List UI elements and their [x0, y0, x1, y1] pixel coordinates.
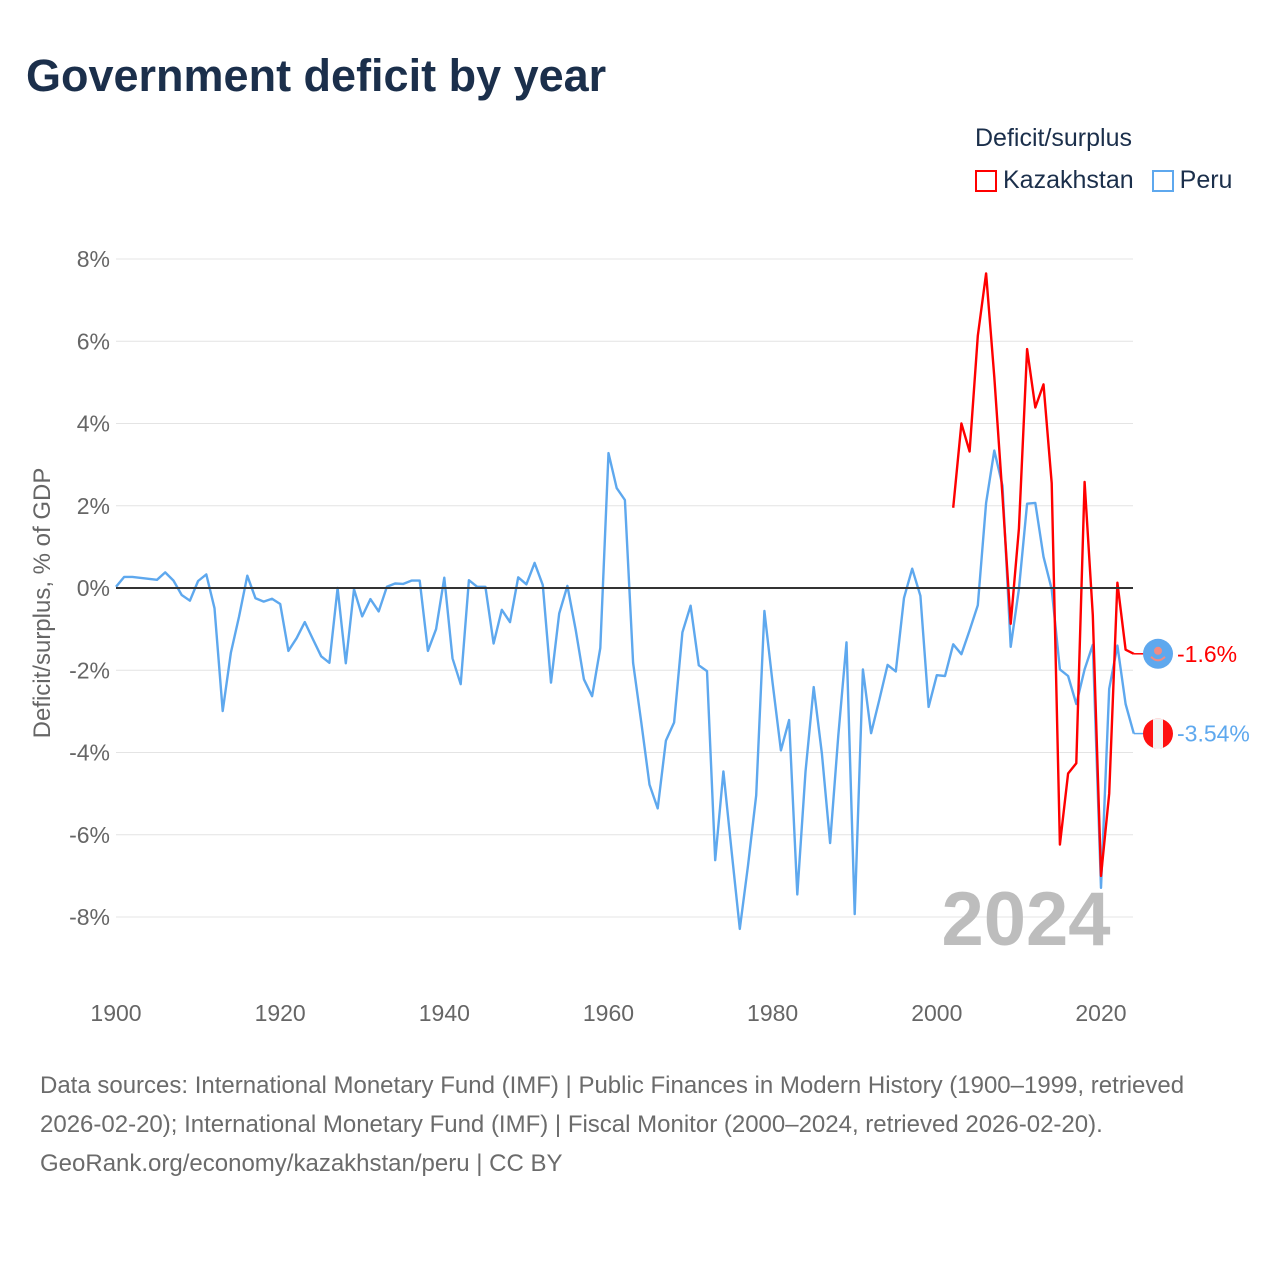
legend-swatch-peru: [1151, 169, 1174, 192]
y-axis-label: Deficit/surplus, % of GDP: [29, 468, 56, 739]
kazakhstan-flag-icon: [1143, 638, 1173, 669]
y-tick-label: 8%: [77, 246, 110, 272]
end-value-label: -3.54%: [1177, 721, 1250, 747]
series-line-peru[interactable]: [115, 449, 1135, 931]
legend: Kazakhstan Peru: [975, 166, 1232, 195]
y-tick-label: 0%: [77, 575, 110, 601]
y-tick-label: 4%: [77, 411, 110, 437]
x-tick-label: 1940: [419, 1000, 470, 1026]
y-tick-label: 6%: [77, 328, 110, 354]
chart-title: Government deficit by year: [26, 50, 607, 101]
y-tick-label: -2%: [69, 657, 110, 683]
legend-label-peru: Peru: [1179, 166, 1233, 194]
end-markers: -1.6% -3.54%: [1133, 638, 1250, 749]
x-tick-label: 1920: [255, 1000, 306, 1026]
chart-area: 8% 6% 4% 2% 0% -2% -4% -6% -8% 1900 1920 1940 1960 19…: [29, 246, 1250, 1026]
x-tick-label: 1980: [747, 1000, 798, 1026]
legend-item-kazakhstan[interactable]: Kazakhstan: [975, 166, 1134, 195]
x-tick-label: 2000: [911, 1000, 962, 1026]
legend-swatch-kazakhstan: [975, 169, 997, 192]
credit-link[interactable]: GeoRank.org/economy/kazakhstan/peru | CC…: [40, 1150, 563, 1177]
peru-flag-icon: [1143, 718, 1173, 749]
footer: Data sources: International Monetary Fun…: [40, 1066, 1240, 1183]
legend-title: Deficit/surplus: [975, 124, 1132, 152]
x-tick-label: 1960: [583, 1000, 634, 1026]
end-value-label: -1.6%: [1177, 641, 1237, 667]
grid: 8% 6% 4% 2% 0% -2% -4% -6% -8% 1900 1920 1940 1960 19…: [69, 246, 1133, 1026]
y-tick-label: -6%: [69, 822, 110, 848]
series-line-kazakhstan[interactable]: [952, 272, 1135, 878]
x-tick-label: 2020: [1075, 1000, 1126, 1026]
legend-label-kazakhstan: Kazakhstan: [1003, 166, 1134, 194]
year-label: 2024: [941, 877, 1110, 962]
y-tick-label: -8%: [69, 904, 110, 930]
y-tick-label: 2%: [77, 493, 110, 519]
series-lines: [115, 272, 1135, 931]
x-tick-label: 1900: [90, 1000, 141, 1026]
data-sources: Data sources: International Monetary Fun…: [40, 1072, 1185, 1138]
legend-item-peru[interactable]: Peru: [1151, 166, 1233, 195]
y-tick-label: -4%: [69, 740, 110, 766]
